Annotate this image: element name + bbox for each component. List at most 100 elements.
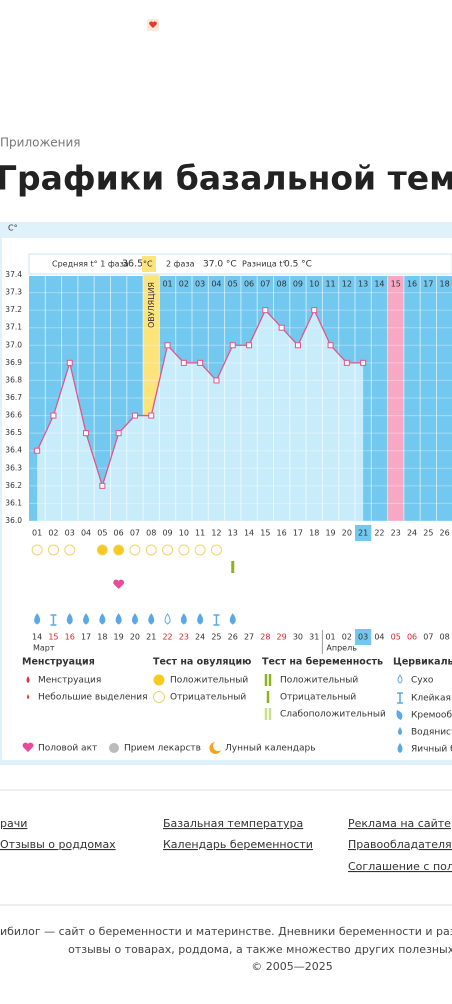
x-tick-label: 12 bbox=[211, 529, 221, 538]
legend-item: Положительный bbox=[280, 676, 358, 686]
point bbox=[197, 359, 204, 366]
ovulation-test bbox=[96, 544, 108, 556]
x-tick-label: 21 bbox=[358, 529, 368, 538]
y-tick-label: 36.4 bbox=[5, 446, 22, 455]
legend-icon bbox=[264, 674, 272, 686]
x-tick-label: 09 bbox=[162, 529, 172, 538]
mucus bbox=[66, 613, 73, 625]
ovulation-test bbox=[113, 544, 125, 556]
breadcrumb[interactable]: Приложения bbox=[0, 136, 81, 150]
mucus bbox=[213, 614, 220, 626]
footer-link[interactable]: Соглашение с пользо bbox=[348, 860, 452, 873]
x-tick-label: 16 bbox=[277, 529, 287, 538]
date-label: 25 bbox=[211, 633, 221, 642]
legend-item: Слабоположительный bbox=[280, 710, 386, 720]
legend-icon bbox=[153, 674, 165, 686]
x-tick-label: 22 bbox=[374, 529, 384, 538]
x-tick-label: 07 bbox=[130, 529, 140, 538]
point bbox=[115, 430, 122, 437]
stat-value: 0.5 °C bbox=[284, 260, 312, 270]
point bbox=[131, 412, 138, 419]
y-tick-label: 37.4 bbox=[5, 270, 22, 279]
dpo-label: 16 bbox=[407, 280, 417, 289]
mucus bbox=[131, 613, 138, 625]
date-label: 30 bbox=[293, 633, 303, 642]
point bbox=[66, 359, 73, 366]
x-tick-label: 18 bbox=[309, 529, 319, 538]
dpo-label: 10 bbox=[309, 280, 319, 289]
legend-item: Отрицательный bbox=[170, 693, 246, 703]
point bbox=[311, 307, 318, 314]
point bbox=[278, 324, 285, 331]
legend-icon bbox=[27, 694, 29, 699]
mucus bbox=[34, 613, 41, 625]
date-label: 27 bbox=[244, 633, 254, 642]
date-label: 29 bbox=[277, 633, 287, 642]
footer-link[interactable]: Отзывы о роддомах bbox=[0, 838, 116, 851]
ovulation-test bbox=[64, 544, 76, 556]
point bbox=[164, 342, 171, 349]
y-tick-label: 37.0 bbox=[5, 340, 22, 349]
date-label: 23 bbox=[179, 633, 189, 642]
month-label: Март bbox=[33, 644, 55, 653]
date-label: 24 bbox=[195, 633, 205, 642]
date-label: 07 bbox=[423, 633, 433, 642]
dpo-label: 05 bbox=[228, 280, 238, 289]
dpo-label: 03 bbox=[195, 280, 205, 289]
legend-item: Положительный bbox=[170, 676, 248, 686]
point bbox=[343, 359, 350, 366]
dpo-label: 02 bbox=[179, 280, 189, 289]
y-tick-label: 37.2 bbox=[5, 305, 22, 314]
footer-link[interactable]: Правообладателям bbox=[348, 838, 452, 851]
x-tick-label: 24 bbox=[407, 529, 417, 538]
date-highlight bbox=[355, 629, 372, 645]
point bbox=[180, 359, 187, 366]
footer-link[interactable]: Базальная температура bbox=[163, 817, 303, 830]
y-tick-label: 36.9 bbox=[5, 358, 22, 367]
x-tick-label: 01 bbox=[32, 529, 42, 538]
dpo-label: 08 bbox=[277, 280, 287, 289]
x-tick-label: 03 bbox=[65, 529, 75, 538]
mucus bbox=[180, 613, 187, 625]
mucus bbox=[83, 613, 90, 625]
stats-bar bbox=[28, 253, 452, 275]
date-label: 21 bbox=[146, 633, 156, 642]
footer-link[interactable]: рачи bbox=[0, 817, 27, 830]
intercourse bbox=[113, 579, 125, 589]
x-tick-label: 15 bbox=[260, 529, 270, 538]
y-tick-label: 37.3 bbox=[5, 288, 22, 297]
legend-icon bbox=[209, 742, 221, 754]
ovulation-test bbox=[178, 544, 190, 556]
date-label: 18 bbox=[97, 633, 107, 642]
mucus bbox=[115, 613, 122, 625]
x-tick-label: 14 bbox=[244, 529, 254, 538]
date-label: 31 bbox=[309, 633, 319, 642]
ovulation-test bbox=[162, 544, 174, 556]
date-label: 19 bbox=[114, 633, 124, 642]
mucus bbox=[50, 614, 57, 626]
x-tick-label: 20 bbox=[342, 529, 352, 538]
footer-link[interactable]: Реклама на сайте bbox=[348, 817, 451, 830]
point bbox=[229, 342, 236, 349]
chart: C° ОВУЛЯЦИЯ 36.0 36.1 36.2 36.3 36.4 36.5 36.6 36… bbox=[5, 224, 452, 654]
ovulation-test bbox=[194, 544, 206, 556]
point bbox=[83, 430, 90, 437]
x-tick-label: 23 bbox=[391, 529, 401, 538]
ovulation-test bbox=[129, 544, 141, 556]
legend-heading: Цервикальна bbox=[393, 657, 452, 668]
legend-item: Менструация bbox=[38, 676, 101, 686]
y-axis-label: C° bbox=[8, 224, 18, 233]
date-label: 06 bbox=[407, 633, 417, 642]
legend-icon bbox=[153, 691, 165, 703]
x-tick-label: 19 bbox=[325, 529, 335, 538]
legend-item: Водянист bbox=[411, 728, 452, 738]
stat-label: Средняя t° 1 фаза bbox=[52, 260, 129, 269]
legend-item: Кремообр bbox=[411, 711, 452, 721]
footer-link[interactable]: Календарь беременности bbox=[163, 838, 313, 851]
logo-heart bbox=[149, 21, 157, 28]
y-tick-label: 36.5 bbox=[5, 428, 22, 437]
y-tick-label: 36.8 bbox=[5, 375, 22, 384]
x-tick-label: 26 bbox=[440, 529, 450, 538]
footer-text: © 2005—2025 bbox=[251, 960, 333, 973]
